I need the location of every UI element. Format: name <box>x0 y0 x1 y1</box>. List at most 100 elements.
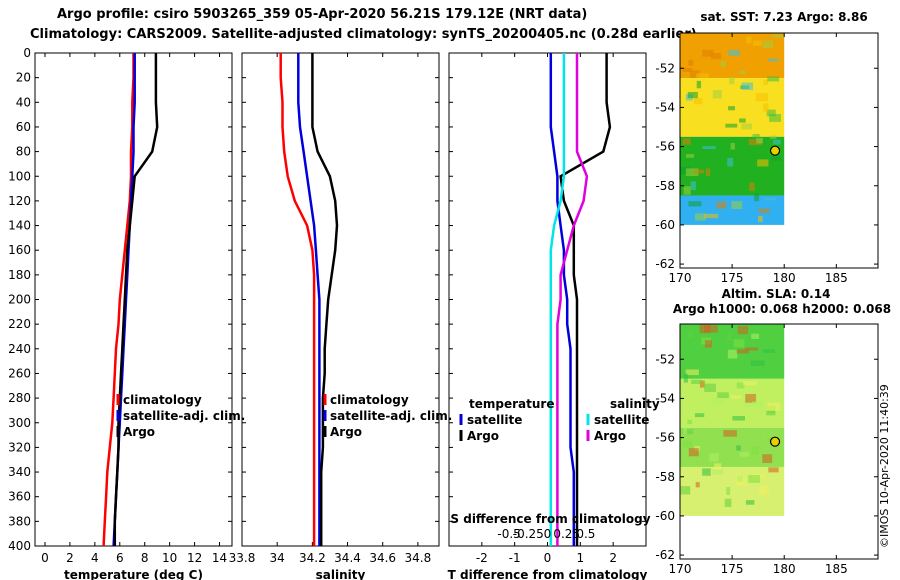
heatmap-cell <box>705 168 711 176</box>
x-tick-label: 34.4 <box>334 551 361 565</box>
top-tick-label: 0 <box>544 527 552 541</box>
map-y-tick-label: -54 <box>655 391 675 405</box>
map-x-tick-label: 185 <box>825 562 848 576</box>
heatmap-cell <box>702 146 716 150</box>
title-line-1: Argo profile: csiro 5903265_359 05-Apr-2… <box>57 7 588 22</box>
heatmap-cell <box>738 70 746 74</box>
heatmap-cell <box>767 58 779 62</box>
heatmap-cell <box>685 168 699 177</box>
heatmap-cell <box>742 381 757 386</box>
heatmap-cell <box>728 106 735 111</box>
heatmap-cell <box>682 429 694 435</box>
heatmap-cell <box>728 49 740 57</box>
argo-position-marker <box>769 436 781 447</box>
legend-label: satellite-adj. clim. <box>330 409 452 423</box>
heatmap-cell <box>709 453 719 462</box>
top-tick-label: 0.5 <box>576 527 595 541</box>
x-tick-label: 0 <box>41 551 49 565</box>
profile-panel-salinity: 33.8 34 34.2 34.4 34.6 34.8 salinity climatolog… <box>229 52 452 580</box>
heatmap-cell <box>744 347 759 351</box>
heatmap-cell <box>688 448 699 457</box>
heatmap-cell <box>688 201 702 207</box>
legend-title: temperature <box>469 397 554 411</box>
legend-label: Argo <box>594 429 626 443</box>
map-y-tick-label: -62 <box>655 257 675 271</box>
heatmap-cell <box>729 76 735 85</box>
x-tick-label: 10 <box>162 551 177 565</box>
legend-label: Argo <box>467 429 499 443</box>
map-y-tick-label: -58 <box>655 179 675 193</box>
map-y-tick-label: -52 <box>655 352 675 366</box>
heatmap-cell <box>704 383 717 393</box>
heatmap-cell <box>687 91 698 99</box>
x-tick-label: 34.8 <box>405 551 432 565</box>
heatmap-cell <box>741 82 754 91</box>
heatmap-cell <box>767 402 781 412</box>
heatmap-cell <box>749 182 755 191</box>
heatmap-cell <box>763 103 769 112</box>
top-axis-label: S difference from climatology <box>450 512 650 526</box>
heatmap-cell <box>716 201 727 209</box>
x-axis-label: temperature (deg C) <box>64 568 203 580</box>
heatmap-cell <box>751 401 763 407</box>
map-x-tick-label: 170 <box>669 271 692 285</box>
y-tick-label: 0 <box>23 46 31 60</box>
profile-panel-temperature: 0204060801001201401601802002202402602803… <box>8 46 245 580</box>
y-tick-label: 180 <box>8 268 31 282</box>
heatmap-cell <box>746 36 752 44</box>
title-line-2: Climatology: CARS2009. Satellite-adjuste… <box>30 27 697 42</box>
y-tick-label: 300 <box>8 416 31 430</box>
heatmap-cell <box>682 426 687 434</box>
y-tick-label: 80 <box>16 145 31 159</box>
profile-panel-difference: -2 -1 0 1 2 T difference from climatology temp… <box>448 52 660 580</box>
heatmap-cell <box>687 331 694 338</box>
heatmap-cell <box>712 469 724 475</box>
heatmap-cell <box>702 468 711 476</box>
map-y-tick-label: -58 <box>655 470 675 484</box>
heatmap-cell <box>764 197 776 201</box>
y-tick-label: 60 <box>16 120 31 134</box>
heatmap-cell <box>739 452 750 457</box>
heatmap-cell <box>727 157 734 167</box>
x-tick-label: 2 <box>609 551 617 565</box>
y-tick-label: 320 <box>8 440 31 454</box>
y-tick-label: 20 <box>16 71 31 85</box>
series-line-salinity-satellite <box>549 53 566 546</box>
heatmap-cell <box>736 478 747 486</box>
heatmap-cell <box>699 380 705 388</box>
x-tick-label: 8 <box>141 551 149 565</box>
heatmap-cell <box>751 446 759 455</box>
heatmap-cell <box>688 59 694 66</box>
heatmap-cell <box>758 215 763 223</box>
y-tick-label: 220 <box>8 317 31 331</box>
heatmap-cell <box>755 93 768 102</box>
x-tick-label: 34.2 <box>299 551 326 565</box>
series-line-climatology <box>279 53 316 546</box>
y-tick-label: 380 <box>8 514 31 528</box>
heatmap-cell <box>704 213 719 219</box>
series-line-temperature-satellite <box>549 53 576 546</box>
heatmap-cell <box>750 360 765 366</box>
heatmap-cell <box>682 67 693 72</box>
heatmap-cell <box>757 159 769 167</box>
heatmap-cell <box>736 476 743 482</box>
heatmap-cell <box>712 90 722 99</box>
heatmap-cell <box>744 398 756 407</box>
map-y-tick-label: -52 <box>655 61 675 75</box>
x-tick-label: 4 <box>91 551 99 565</box>
x-tick-label: -2 <box>476 551 488 565</box>
heatmap-cell <box>693 169 704 174</box>
heatmap-cell <box>771 34 785 38</box>
heatmap-cell <box>762 349 775 353</box>
heatmap-cell <box>687 419 693 425</box>
top-tick-label: -0.5 <box>497 527 520 541</box>
y-tick-label: 240 <box>8 342 31 356</box>
series-line-satellite-adj-clim- <box>297 53 321 546</box>
x-tick-label: 12 <box>187 551 202 565</box>
map-y-tick-label: -60 <box>655 509 675 523</box>
x-axis-label: T difference from climatology <box>448 568 648 580</box>
heatmap-cell <box>710 52 722 60</box>
heatmap-cell <box>702 49 714 57</box>
x-tick-label: 6 <box>116 551 124 565</box>
y-tick-label: 200 <box>8 293 31 307</box>
